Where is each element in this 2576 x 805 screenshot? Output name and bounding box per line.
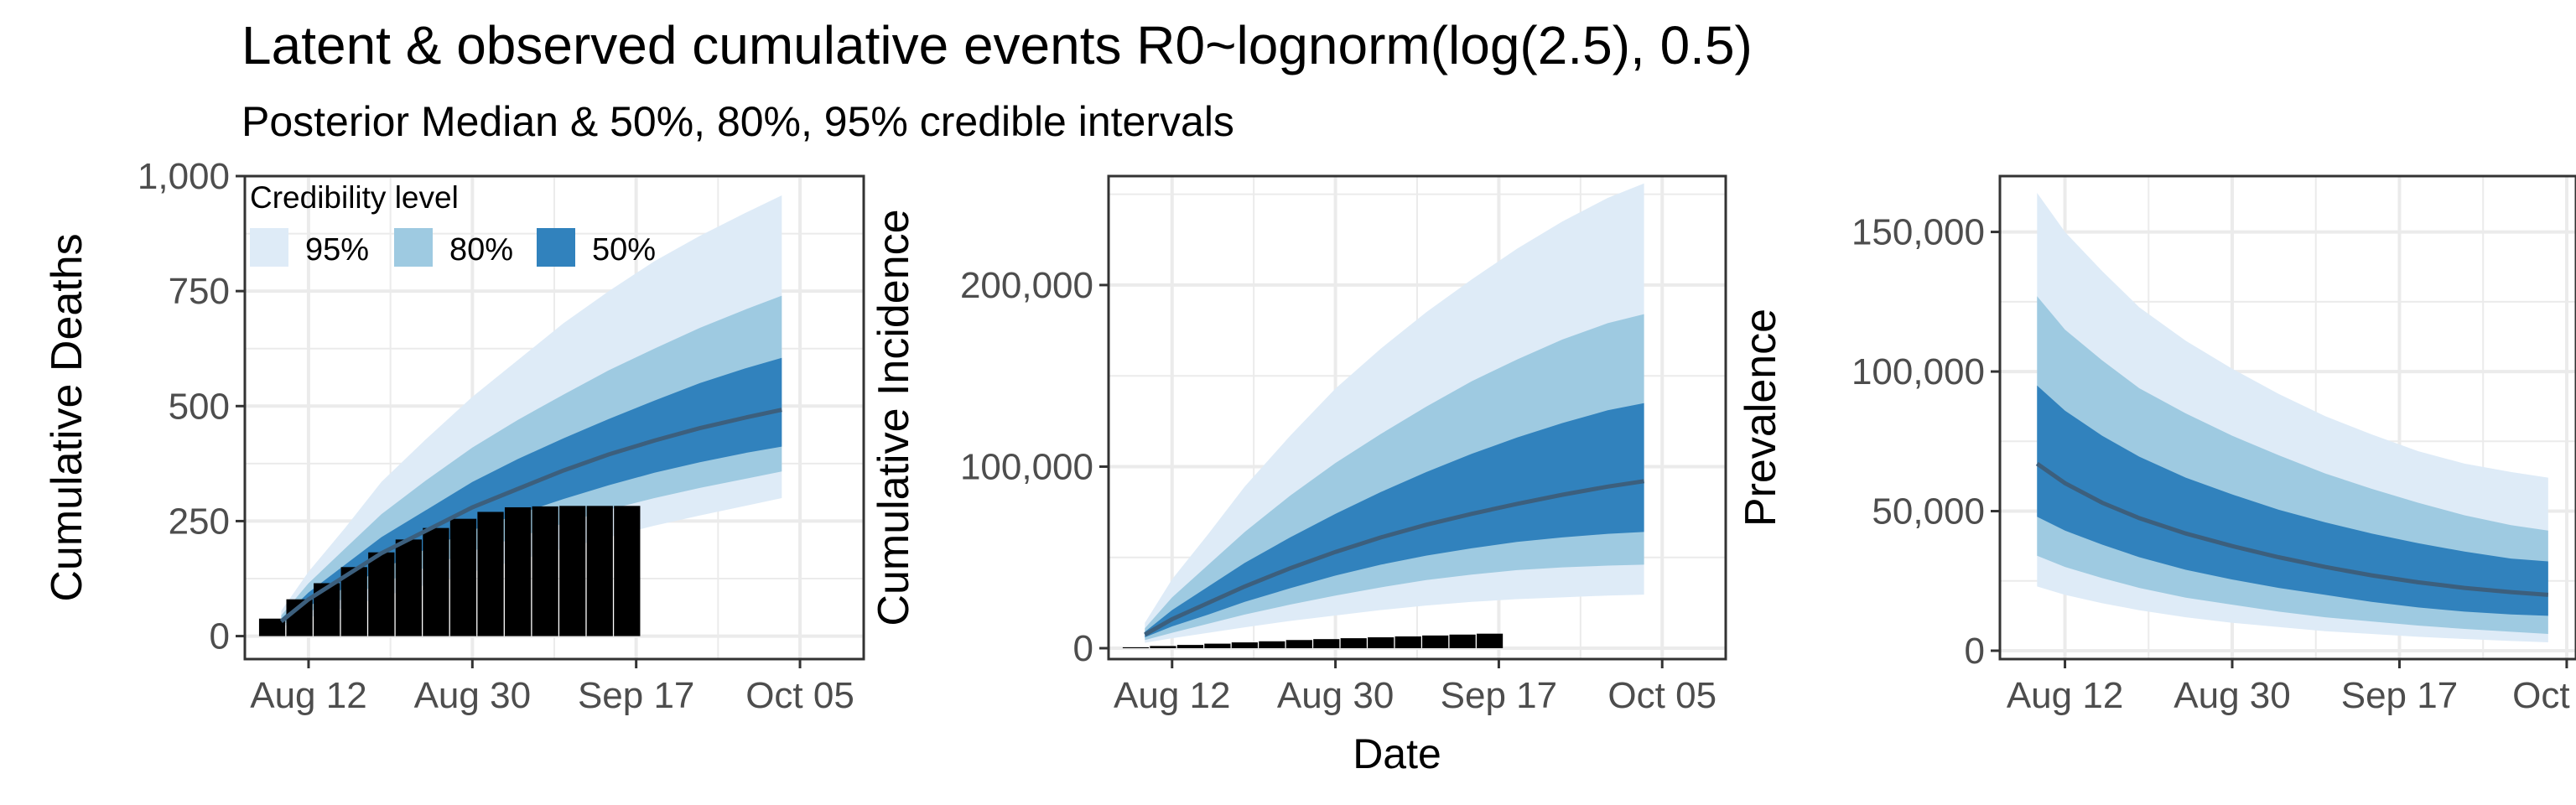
y-tick-label: 100,000: [960, 446, 1093, 487]
legend-key-50: [537, 228, 575, 267]
x-tick-label: Aug 12: [250, 675, 366, 716]
chart-title: Latent & observed cumulative events R0~l…: [242, 15, 1753, 75]
observed-bar: [1150, 646, 1176, 649]
x-axis-title: Date: [1353, 730, 1441, 777]
y-axis-title: Cumulative Incidence: [870, 209, 918, 626]
x-tick-label: Aug 12: [2007, 675, 2123, 716]
observed-bar: [1231, 642, 1258, 649]
legend: Credibility level 95% 80% 50%: [250, 180, 656, 267]
observed-bar: [258, 618, 286, 636]
observed-bar: [395, 539, 422, 636]
y-tick-label: 1,000: [138, 156, 230, 197]
observed-bar: [504, 506, 532, 636]
observed-bar: [340, 567, 367, 636]
x-tick-label: Oct 05: [2512, 675, 2576, 716]
y-tick-label: 500: [169, 386, 230, 427]
y-axis-title: Prevalence: [1737, 309, 1785, 527]
x-tick-label: Sep 17: [578, 675, 694, 716]
y-tick-label: 200,000: [960, 265, 1093, 306]
legend-title: Credibility level: [250, 180, 459, 215]
x-tick-label: Oct 05: [745, 675, 854, 716]
panel-1: Aug 12 Aug 30 Sep 17 Oct 05 0 250 500 750 1,000 C…: [43, 156, 865, 716]
y-tick-label: 150,000: [1852, 212, 1985, 253]
observed-bar: [586, 506, 613, 636]
legend-label: 80%: [449, 232, 513, 267]
x-tick-label: Sep 17: [1441, 675, 1557, 716]
observed-bar: [1285, 640, 1312, 649]
observed-bar: [1176, 645, 1203, 649]
observed-bar: [1368, 637, 1394, 649]
y-tick-label: 750: [169, 271, 230, 312]
y-tick-label: 0: [1965, 631, 1985, 672]
y-tick-label: 250: [169, 501, 230, 542]
observed-bar: [1313, 639, 1340, 649]
y-axis-title: Cumulative Deaths: [43, 233, 91, 601]
panel-border: [1998, 174, 2576, 661]
observed-bar: [1449, 634, 1476, 649]
observed-bar: [1122, 647, 1150, 649]
credible-bands: [1145, 183, 1644, 643]
y-tick-label: 0: [1073, 628, 1093, 669]
band-50: [2037, 385, 2548, 616]
legend-key-95: [250, 228, 288, 267]
observed-bar: [614, 506, 641, 636]
median-line: [279, 408, 782, 623]
x-tick-label: Aug 30: [2174, 675, 2290, 716]
observed-bar: [1422, 635, 1449, 649]
observed-bar: [368, 552, 395, 636]
band-50: [1145, 402, 1644, 637]
observed-bar: [532, 506, 558, 636]
observed-bar: [1477, 633, 1504, 649]
median-line: [2035, 461, 2548, 597]
panel-2: Aug 12 Aug 30 Sep 17 Oct 05 0 100,000 200,000 C…: [870, 174, 1727, 716]
y-tick-label: 50,000: [1872, 491, 1985, 532]
observed-bar: [423, 527, 449, 636]
median-line: [1144, 479, 1644, 636]
observed-bar: [449, 518, 477, 636]
chart-subtitle: Posterior Median & 50%, 80%, 95% credibl…: [242, 98, 1234, 145]
observed-bars: [258, 506, 641, 636]
observed-bar: [1204, 643, 1231, 649]
observed-bar: [314, 583, 340, 636]
observed-bar: [1340, 638, 1367, 649]
observed-bar: [1394, 636, 1421, 649]
x-tick-label: Aug 30: [414, 675, 531, 716]
panel-border: [243, 174, 865, 661]
legend-label: 50%: [592, 232, 656, 267]
panel-border: [1107, 174, 1727, 661]
x-tick-label: Aug 30: [1277, 675, 1394, 716]
observed-bars: [1122, 633, 1504, 649]
y-tick-label: 0: [210, 616, 230, 657]
observed-bar: [1259, 641, 1285, 649]
legend-label: 95%: [305, 232, 369, 267]
panel-3: Aug 12 Aug 30 Sep 17 Oct 05 0 50,000 100,000 15…: [1737, 174, 2576, 716]
credible-bands: [2037, 193, 2548, 642]
observed-bar: [477, 512, 504, 636]
legend-key-80: [394, 228, 433, 267]
x-tick-label: Oct 05: [1607, 675, 1716, 716]
x-tick-label: Sep 17: [2341, 675, 2458, 716]
observed-bar: [559, 506, 586, 636]
y-tick-label: 100,000: [1852, 351, 1985, 392]
x-tick-label: Aug 12: [1114, 675, 1230, 716]
